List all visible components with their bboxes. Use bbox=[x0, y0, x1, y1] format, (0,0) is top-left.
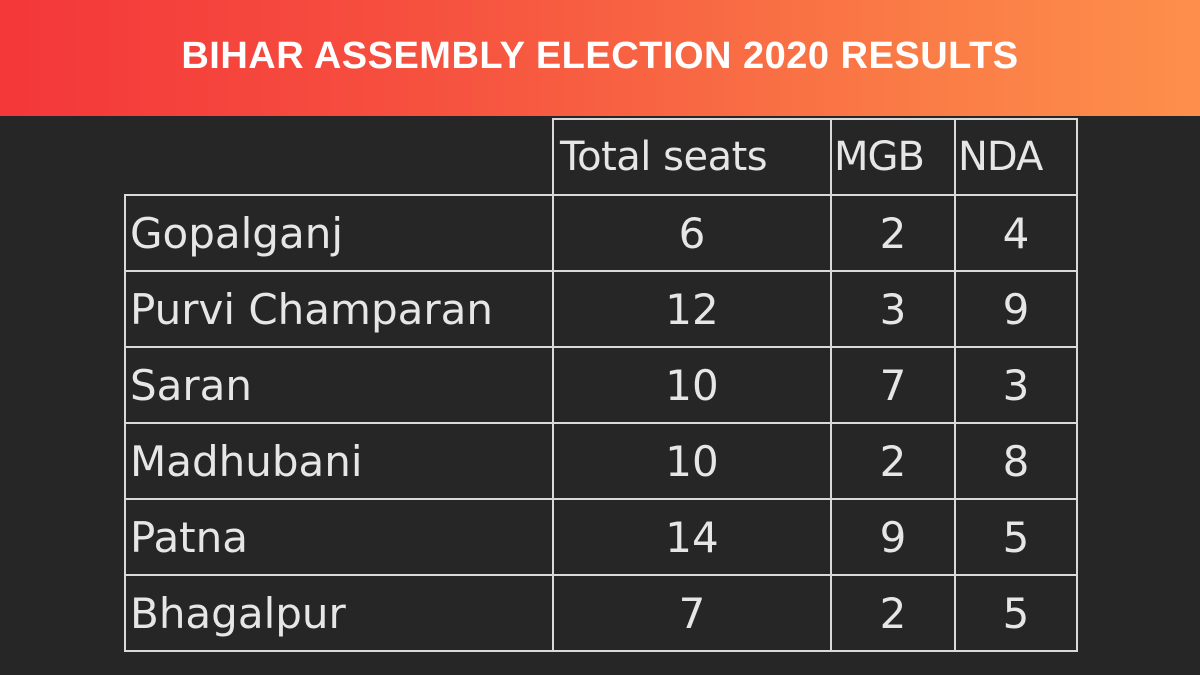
total-seats-cell: 7 bbox=[552, 574, 832, 652]
total-seats-cell: 6 bbox=[552, 194, 832, 272]
district-cell: Bhagalpur bbox=[124, 574, 554, 652]
table-row: Gopalganj 6 2 4 bbox=[124, 194, 1078, 272]
mgb-cell: 2 bbox=[830, 194, 956, 272]
total-seats-cell: 10 bbox=[552, 422, 832, 500]
header-blank-cell bbox=[125, 119, 554, 196]
district-cell: Patna bbox=[124, 498, 554, 576]
district-cell: Madhubani bbox=[124, 422, 554, 500]
mgb-cell: 2 bbox=[830, 422, 956, 500]
table-row: Bhagalpur 7 2 5 bbox=[124, 574, 1078, 652]
nda-cell: 5 bbox=[954, 498, 1078, 576]
column-header-total-seats: Total seats bbox=[552, 118, 832, 196]
total-seats-cell: 14 bbox=[552, 498, 832, 576]
mgb-cell: 2 bbox=[830, 574, 956, 652]
header-banner: BIHAR ASSEMBLY ELECTION 2020 RESULTS bbox=[0, 0, 1200, 116]
district-cell: Purvi Champaran bbox=[124, 270, 554, 348]
nda-cell: 4 bbox=[954, 194, 1078, 272]
table-row: Purvi Champaran 12 3 9 bbox=[124, 270, 1078, 348]
table-header-row: Total seats MGB NDA bbox=[125, 118, 1078, 196]
district-cell: Gopalganj bbox=[124, 194, 554, 272]
table-row: Patna 14 9 5 bbox=[124, 498, 1078, 576]
mgb-cell: 3 bbox=[830, 270, 956, 348]
mgb-cell: 9 bbox=[830, 498, 956, 576]
total-seats-cell: 12 bbox=[552, 270, 832, 348]
column-header-nda: NDA bbox=[954, 118, 1078, 196]
page-title: BIHAR ASSEMBLY ELECTION 2020 RESULTS bbox=[181, 34, 1019, 77]
table-row: Saran 10 7 3 bbox=[124, 346, 1078, 424]
results-table-area: Total seats MGB NDA Gopalganj 6 2 4 Purv… bbox=[0, 116, 1200, 675]
nda-cell: 8 bbox=[954, 422, 1078, 500]
nda-cell: 5 bbox=[954, 574, 1078, 652]
results-table: Total seats MGB NDA Gopalganj 6 2 4 Purv… bbox=[124, 118, 1078, 652]
table-row: Madhubani 10 2 8 bbox=[124, 422, 1078, 500]
mgb-cell: 7 bbox=[830, 346, 956, 424]
district-cell: Saran bbox=[124, 346, 554, 424]
column-header-mgb: MGB bbox=[830, 118, 956, 196]
nda-cell: 3 bbox=[954, 346, 1078, 424]
total-seats-cell: 10 bbox=[552, 346, 832, 424]
nda-cell: 9 bbox=[954, 270, 1078, 348]
